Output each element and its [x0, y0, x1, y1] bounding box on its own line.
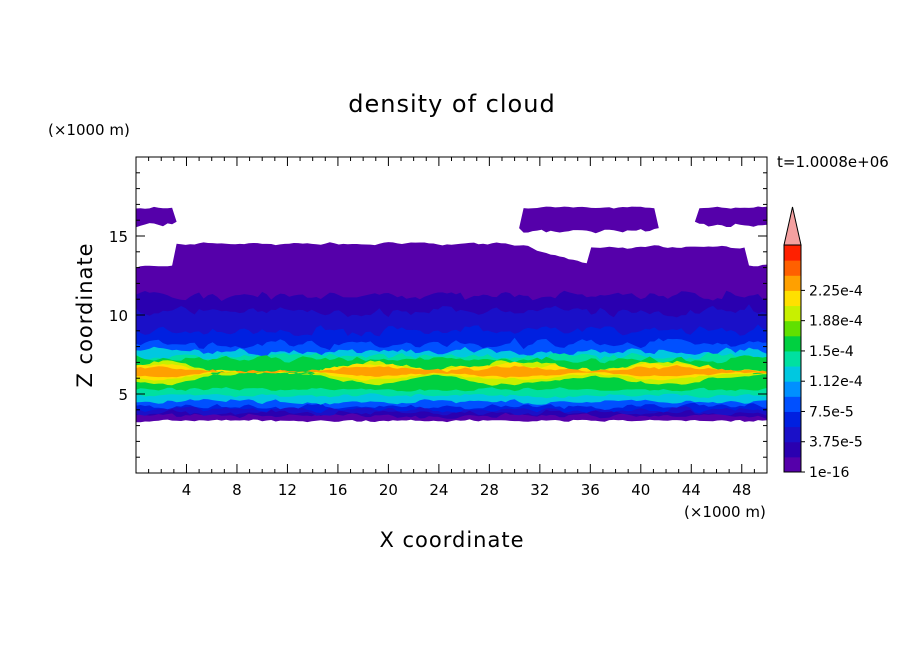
colorbar-swatch	[784, 305, 801, 322]
colorbar-swatch	[784, 441, 801, 458]
y-tick-label: 5	[118, 386, 128, 404]
y-unit-label: (×1000 m)	[48, 121, 130, 139]
density-layer	[136, 365, 767, 378]
y-axis-title: Z coordinate	[73, 242, 97, 387]
colorbar-swatch	[784, 245, 801, 261]
upper-cloud-patch	[136, 206, 767, 228]
x-tick-label: 36	[581, 481, 600, 499]
density-field	[136, 206, 767, 423]
x-tick-label: 4	[182, 481, 192, 499]
colorbar-swatch	[784, 335, 801, 352]
colorbar-swatch	[784, 260, 801, 276]
y-tick-label: 10	[109, 307, 128, 325]
colorbar-label: 7.5e-5	[809, 404, 854, 420]
x-unit-label: (×1000 m)	[684, 503, 766, 521]
colorbar-frame	[783, 244, 802, 473]
colorbar-swatch	[784, 381, 801, 397]
upper-cloud-patch	[136, 206, 767, 234]
x-axis-ticks: 4 8 12 16 20 24 28 32 36 40 44 48	[148, 157, 755, 499]
upper-cloud-patch	[136, 206, 767, 227]
colorbar-label: 3.75e-5	[809, 435, 863, 451]
colorbar-label: 1e-16	[809, 465, 849, 481]
colorbar-extend-arrow	[783, 206, 802, 246]
colorbar-swatch	[784, 396, 801, 412]
x-tick-label: 16	[328, 481, 347, 499]
chart-title: density of cloud	[348, 90, 555, 118]
x-tick-label: 44	[682, 481, 701, 499]
colorbar-swatch	[784, 290, 801, 307]
x-tick-label: 40	[631, 481, 650, 499]
x-tick-label: 12	[278, 481, 297, 499]
x-tick-label: 32	[530, 481, 549, 499]
colorbar-swatch	[784, 275, 801, 291]
colorbar-swatch	[784, 366, 801, 382]
colorbar-swatch	[784, 320, 801, 337]
x-axis-title: X coordinate	[379, 528, 524, 552]
colorbar-label: 1.12e-4	[809, 374, 863, 390]
x-tick-label: 24	[429, 481, 448, 499]
colorbar-label: 1.5e-4	[809, 344, 854, 360]
colorbar-swatch	[784, 350, 801, 367]
colorbar-swatch	[784, 456, 801, 473]
x-tick-label: 8	[232, 481, 242, 499]
colorbar-swatch	[784, 411, 801, 428]
y-tick-label: 15	[109, 228, 128, 246]
colorbar-swatch	[784, 426, 801, 443]
colorbar-label: 1.88e-4	[809, 314, 863, 330]
colorbar-label: 2.25e-4	[809, 283, 863, 299]
colorbar: 1e-16 3.75e-5 7.5e-5 1.12e-4 1.5e-4 1.88e-4 2.…	[783, 206, 863, 481]
x-tick-label: 28	[480, 481, 499, 499]
time-label: t=1.0008e+06	[777, 153, 889, 171]
y-axis-ticks: 5 10 15	[109, 172, 767, 458]
x-tick-label: 20	[379, 481, 398, 499]
x-tick-label: 48	[732, 481, 751, 499]
